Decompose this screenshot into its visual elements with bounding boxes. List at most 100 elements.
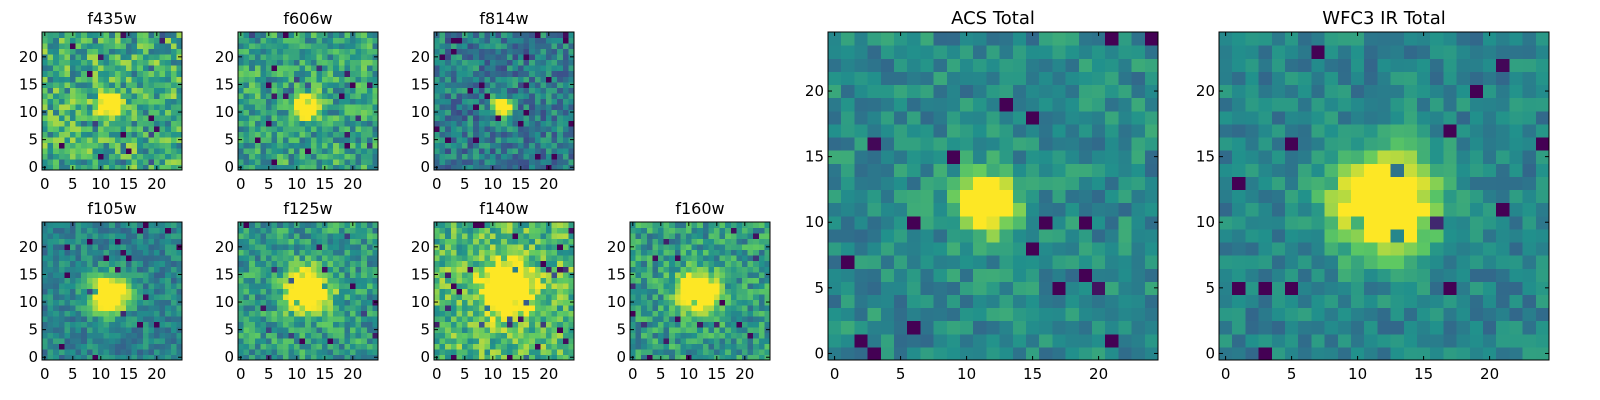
heatmap-cell [490, 310, 497, 317]
heatmap-cell [456, 76, 463, 83]
heatmap-cell [305, 222, 312, 229]
heatmap-cell [249, 153, 256, 160]
heatmap-cell [114, 37, 121, 44]
heatmap-cell [540, 227, 547, 234]
heatmap-cell [630, 233, 637, 240]
heatmap-cell [534, 65, 541, 72]
heatmap-cell [109, 131, 116, 138]
heatmap-cell [64, 147, 71, 155]
heatmap-cell [512, 227, 519, 234]
heatmap-cell [238, 125, 245, 132]
heatmap-cell [736, 227, 743, 234]
heatmap-cell [70, 98, 77, 105]
heatmap-cell [266, 304, 273, 311]
heatmap-cell [674, 277, 681, 284]
heatmap-cell [478, 321, 485, 328]
heatmap-cell [103, 277, 110, 284]
heatmap-cell [137, 81, 144, 88]
heatmap-cell [1039, 163, 1053, 177]
heatmap-cell [568, 222, 575, 229]
heatmap-cell [534, 54, 541, 61]
heatmap-cell [462, 109, 469, 116]
heatmap-cell [439, 54, 446, 61]
heatmap-cell [120, 142, 127, 149]
heatmap-cell [1065, 176, 1080, 191]
heatmap-cell [170, 158, 177, 166]
heatmap-cell [1065, 333, 1080, 348]
heatmap-cell [92, 65, 99, 72]
heatmap-cell [568, 153, 575, 160]
heatmap-cell [462, 244, 469, 251]
heatmap-cell [53, 249, 60, 256]
heatmap-cell [58, 326, 65, 333]
heatmap-cell [473, 43, 480, 50]
heatmap-cell [42, 114, 49, 121]
heatmap-cell [641, 233, 648, 240]
heatmap-cell [170, 65, 177, 72]
heatmap-cell [75, 120, 82, 127]
heatmap-cell [86, 282, 93, 289]
heatmap-cell [120, 164, 127, 171]
heatmap-cell [663, 271, 670, 278]
heatmap-cell [490, 92, 497, 99]
heatmap-cell [512, 255, 519, 262]
heatmap-cell [103, 70, 110, 77]
heatmap-cell [663, 282, 670, 289]
heatmap-cell [490, 59, 497, 66]
heatmap-cell [361, 142, 368, 149]
heatmap-cell [764, 238, 771, 245]
heatmap-cell [473, 164, 480, 171]
heatmap-cell [894, 215, 908, 230]
heatmap-cell [131, 32, 138, 39]
y-tick-label: 15 [215, 265, 234, 283]
heatmap-cell [86, 249, 93, 256]
heatmap-cell [277, 249, 284, 256]
heatmap-cell [159, 87, 166, 94]
heatmap-cell [243, 244, 250, 251]
heatmap-cell [907, 215, 921, 230]
heatmap-cell [484, 260, 491, 267]
heatmap-cell [64, 109, 71, 116]
heatmap-cell [467, 260, 474, 267]
heatmap-cell [512, 249, 519, 256]
heatmap-cell [551, 125, 558, 132]
heatmap-cell [170, 321, 177, 328]
heatmap-cell [641, 244, 648, 251]
heatmap-cell [260, 70, 267, 77]
heatmap-cell [551, 277, 558, 284]
heatmap-cell [70, 337, 77, 345]
heatmap-cell [310, 32, 317, 39]
heatmap-cell [540, 37, 547, 44]
heatmap-cell [456, 321, 463, 328]
heatmap-cell [243, 158, 250, 166]
heatmap-cell [333, 348, 340, 356]
heatmap-cell [288, 337, 295, 345]
heatmap-cell [81, 255, 88, 262]
heatmap-cell [154, 153, 161, 160]
heatmap-cell [907, 320, 921, 335]
heatmap-cell [1118, 176, 1133, 191]
heatmap-cell [75, 326, 82, 333]
heatmap-cell [64, 255, 71, 262]
heatmap-cell [288, 70, 295, 77]
heatmap-cell [551, 92, 558, 99]
heatmap-cell [70, 310, 77, 317]
heatmap-cell [333, 337, 340, 345]
heatmap-cell [742, 260, 749, 267]
heatmap-cell [154, 48, 161, 55]
heatmap-cell [434, 288, 441, 295]
heatmap-cell [366, 87, 373, 94]
heatmap-cell [126, 125, 133, 132]
heatmap-cell [920, 228, 935, 243]
heatmap-cell [243, 260, 250, 267]
heatmap-cell [142, 343, 149, 350]
heatmap-cell [361, 277, 368, 284]
heatmap-cell [81, 103, 88, 110]
heatmap-cell [165, 158, 172, 166]
heatmap-cell [64, 337, 71, 345]
heatmap-cell [445, 142, 452, 149]
heatmap-cell [456, 266, 463, 273]
heatmap-cell [53, 304, 60, 311]
heatmap-cell [316, 125, 323, 132]
heatmap-cell [47, 76, 54, 83]
